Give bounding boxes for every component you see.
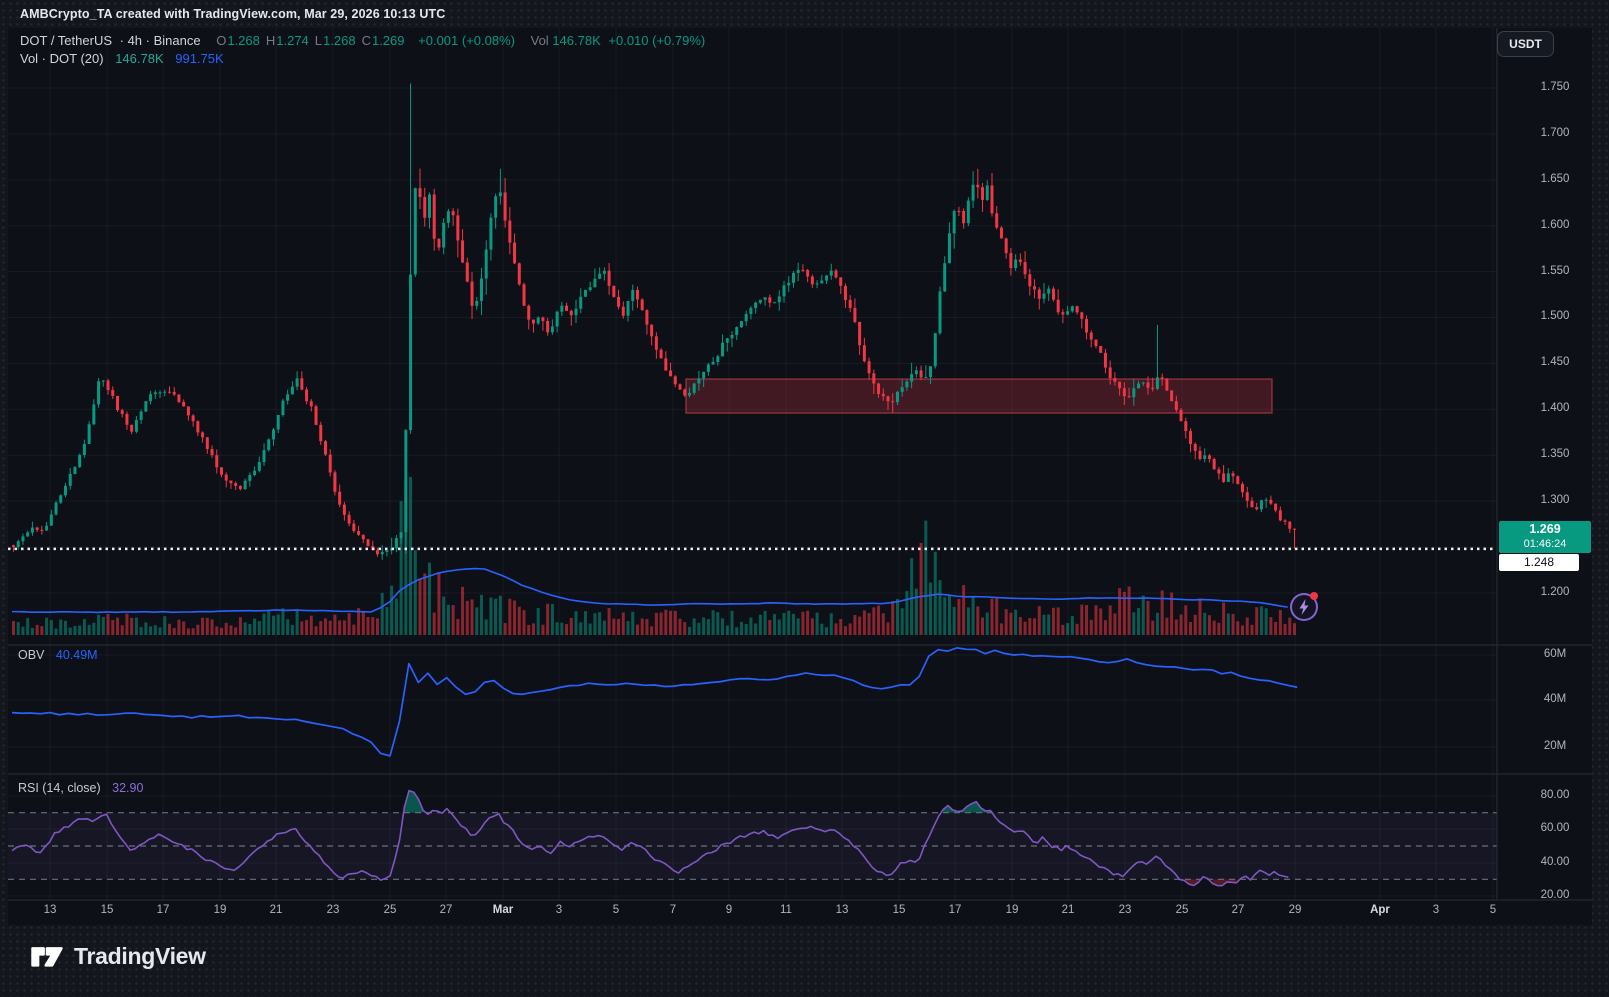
price-tick-label: 1.750 [1540, 81, 1570, 93]
symbol-legend-row[interactable]: DOT / TetherUS · 4h · Binance O1.268 H1.2… [20, 33, 709, 48]
last-price-label: 1.269 01:46:24 [1499, 521, 1591, 553]
obv-tick-label: 60M [1543, 648, 1567, 660]
time-tick-label: 27 [1231, 904, 1245, 916]
symbol-meta: · 4h · Binance [119, 33, 201, 48]
time-tick-label: 13 [43, 904, 57, 916]
price-tick-label: 1.350 [1540, 448, 1570, 460]
tradingview-logo-icon [31, 947, 63, 967]
rsi-tick-label: 80.00 [1540, 789, 1570, 801]
volume-current-value: 146.78K [115, 51, 164, 66]
last-price-value: 1.269 [1529, 522, 1561, 536]
time-tick-label: Apr [1370, 904, 1390, 916]
attribution-text: AMBCrypto_TA created with TradingView.co… [20, 7, 446, 21]
price-tick-label: 1.650 [1540, 173, 1570, 185]
time-tick-label: Mar [492, 904, 514, 916]
time-tick-label: 3 [555, 904, 563, 916]
time-tick-label: 27 [439, 904, 453, 916]
ohlc-value-L: 1.268 [323, 33, 356, 48]
price-tick-label: 1.700 [1540, 127, 1570, 139]
time-tick-label: 9 [725, 904, 733, 916]
price-tick-label: 1.550 [1540, 265, 1570, 277]
time-tick-label: 15 [892, 904, 906, 916]
rsi-legend-row[interactable]: RSI (14, close) 32.90 [18, 781, 147, 795]
time-tick-label: 15 [100, 904, 114, 916]
currency-toggle-button[interactable]: USDT [1497, 31, 1554, 57]
time-tick-label: 13 [835, 904, 849, 916]
time-tick-label: 25 [383, 904, 397, 916]
time-tick-label: 5 [612, 904, 620, 916]
price-tick-label: 1.400 [1540, 402, 1570, 414]
drawing-price-label: 1.248 [1499, 554, 1579, 571]
rsi-tick-label: 40.00 [1540, 856, 1570, 868]
price-tick-label: 1.500 [1540, 310, 1570, 322]
time-tick-label: 11 [780, 904, 792, 916]
change-value: +0.001 (+0.08%) [418, 33, 515, 48]
rsi-value: 32.90 [112, 781, 144, 795]
ohlc-value-H: 1.274 [276, 33, 309, 48]
obv-tick-label: 20M [1543, 740, 1567, 752]
tradingview-wordmark: TradingView [74, 942, 206, 969]
obv-legend-row[interactable]: OBV 40.49M [18, 648, 102, 662]
ohlc-key-L: L [314, 33, 323, 48]
bar-countdown: 01:46:24 [1523, 538, 1567, 550]
obv-value: 40.49M [55, 648, 98, 662]
volume-ma-value: 991.75K [175, 51, 224, 66]
rsi-title: RSI (14, close) [18, 781, 101, 795]
ohlc-key-H: H [265, 33, 276, 48]
time-tick-label: 23 [326, 904, 340, 916]
ohlc-values: O1.268 H1.274 L1.268 C1.269 [216, 33, 410, 48]
time-tick-label: 25 [1175, 904, 1189, 916]
obv-title: OBV [18, 648, 45, 662]
time-tick-label: 3 [1432, 904, 1440, 916]
time-tick-label: 23 [1118, 904, 1132, 916]
time-tick-label: 29 [1288, 904, 1302, 916]
rsi-tick-label: 20.00 [1540, 889, 1570, 901]
time-tick-label: 19 [213, 904, 227, 916]
notification-dot [1310, 592, 1318, 600]
price-tick-label: 1.600 [1540, 219, 1570, 231]
ohlc-value-C: 1.269 [371, 33, 405, 48]
attribution-bar: AMBCrypto_TA created with TradingView.co… [0, 0, 1609, 28]
chart-widget: DOT / TetherUS · 4h · Binance O1.268 H1.2… [8, 28, 1592, 925]
volume-indicator-title: Vol · DOT (20) [20, 51, 104, 66]
symbol-title: DOT / TetherUS [20, 33, 112, 48]
time-tick-label: 19 [1005, 904, 1019, 916]
price-tick-label: 1.450 [1540, 356, 1570, 368]
price-tick-label: 1.300 [1540, 494, 1570, 506]
ohlc-key-C: C [361, 33, 371, 48]
tradingview-footer[interactable]: TradingView [30, 936, 206, 976]
volume-label: Vol [530, 33, 549, 48]
time-tick-label: 21 [1061, 904, 1075, 916]
obv-tick-label: 40M [1543, 693, 1567, 705]
volume-indicator-legend-row[interactable]: Vol · DOT (20) 146.78K 991.75K [20, 51, 228, 66]
volume-value: 146.78K [552, 33, 601, 48]
time-tick-label: 17 [948, 904, 962, 916]
ohlc-value-O: 1.268 [227, 33, 260, 48]
rsi-tick-label: 60.00 [1540, 822, 1570, 834]
volume-change: +0.010 (+0.79%) [608, 33, 706, 48]
time-tick-label: 21 [269, 904, 283, 916]
chart-canvas[interactable] [8, 28, 1592, 925]
time-tick-label: 5 [1489, 904, 1497, 916]
time-tick-label: 17 [156, 904, 170, 916]
ohlc-key-O: O [216, 33, 227, 48]
time-tick-label: 7 [669, 904, 677, 916]
price-tick-label: 1.200 [1540, 586, 1570, 598]
boost-lightning-icon[interactable] [1290, 592, 1318, 621]
